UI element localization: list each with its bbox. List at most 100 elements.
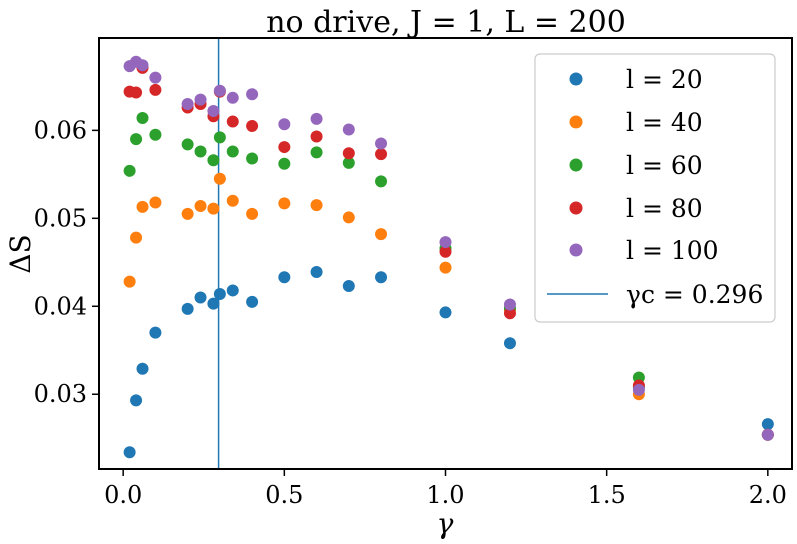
point-series-2-3	[136, 200, 149, 213]
legend: l = 20 l = 40 l = 60 l = 80 l = 100 γc = 0.29…	[534, 53, 776, 323]
point-series-1-12	[310, 265, 323, 278]
point-series-4-10	[246, 119, 259, 132]
point-series-1-5	[181, 302, 194, 315]
point-series-3-6	[194, 145, 207, 158]
point-series-1-10	[246, 295, 259, 308]
point-series-2-9	[226, 194, 239, 207]
plot-area	[123, 38, 774, 469]
point-series-3-10	[246, 152, 259, 165]
point-series-2-15	[439, 261, 452, 274]
point-series-3-2	[130, 133, 143, 146]
legend-marker-3	[569, 158, 583, 172]
point-series-5-15	[439, 236, 452, 249]
point-series-1-6	[194, 291, 207, 304]
chart-title: no drive, J = 1, L = 200	[266, 5, 626, 40]
point-series-2-1	[123, 275, 136, 288]
point-series-3-13	[342, 156, 355, 169]
point-series-2-12	[310, 199, 323, 212]
point-series-1-9	[226, 284, 239, 297]
point-series-1-11	[278, 271, 291, 284]
point-series-3-12	[310, 146, 323, 159]
point-series-1-1	[123, 446, 136, 459]
axis-ticks: 0.0 0.5 1.0 1.5 2.0 0.03 0.04 0.05 0.06	[34, 116, 787, 509]
legend-marker-4	[569, 201, 583, 215]
point-series-3-7	[207, 154, 220, 167]
point-series-2-7	[207, 202, 220, 215]
point-series-5-13	[342, 123, 355, 136]
point-series-2-10	[246, 207, 259, 220]
point-series-2-11	[278, 197, 291, 210]
point-series-1-3	[136, 362, 149, 375]
legend-marker-2	[569, 115, 583, 129]
legend-label-4: l = 80	[626, 194, 703, 223]
point-series-1-14	[375, 271, 388, 284]
x-tick-label: 0.5	[265, 481, 303, 509]
point-series-1-8	[213, 287, 226, 300]
point-series-4-16	[503, 307, 516, 320]
x-tick-label: 2.0	[749, 481, 787, 509]
point-series-4-11	[278, 141, 291, 154]
point-series-3-4	[149, 128, 162, 141]
point-series-4-15	[439, 245, 452, 258]
point-series-1-4	[149, 326, 162, 339]
point-series-5-8	[213, 84, 226, 97]
x-tick-label: 1.5	[588, 481, 626, 509]
point-series-1-13	[342, 280, 355, 293]
point-series-2-6	[194, 200, 207, 213]
point-series-5-7	[207, 105, 220, 118]
legend-marker-5	[569, 243, 583, 257]
legend-label-3: l = 60	[626, 151, 703, 180]
point-series-3-8	[213, 131, 226, 144]
point-series-4-14	[375, 148, 388, 161]
point-series-2-14	[375, 228, 388, 241]
point-series-5-6	[194, 93, 207, 106]
point-series-3-11	[278, 157, 291, 170]
x-tick-label: 0.0	[104, 481, 142, 509]
legend-label-2: l = 40	[626, 108, 703, 137]
point-series-4-13	[342, 147, 355, 160]
point-series-5-16	[503, 298, 516, 311]
y-tick-label: 0.05	[34, 204, 87, 232]
point-series-5-17	[632, 383, 645, 396]
y-tick-label: 0.04	[34, 292, 87, 320]
y-tick-label: 0.06	[34, 116, 87, 144]
point-series-4-2	[130, 86, 143, 99]
point-series-5-4	[149, 71, 162, 84]
legend-label-critical: γc = 0.296	[626, 280, 763, 309]
x-tick-label: 1.0	[426, 481, 464, 509]
legend-label-5: l = 100	[626, 236, 719, 265]
point-series-1-2	[130, 394, 143, 407]
point-series-4-12	[310, 130, 323, 143]
point-series-5-12	[310, 112, 323, 125]
point-series-5-3	[136, 59, 149, 72]
point-series-3-5	[181, 138, 194, 151]
point-series-2-2	[130, 231, 143, 244]
point-series-1-7	[207, 297, 220, 310]
point-series-3-14	[375, 175, 388, 188]
point-series-4-4	[149, 83, 162, 96]
point-series-5-11	[278, 118, 291, 131]
y-axis-label: ΔS	[4, 234, 37, 273]
point-series-1-18	[761, 418, 774, 431]
point-series-1-15	[439, 306, 452, 319]
point-series-4-9	[226, 115, 239, 128]
point-series-3-3	[136, 112, 149, 125]
point-series-5-14	[375, 137, 388, 150]
point-series-2-4	[149, 196, 162, 209]
legend-marker-1	[569, 72, 583, 86]
point-series-2-13	[342, 211, 355, 224]
point-series-5-18	[761, 428, 774, 441]
point-series-2-8	[213, 172, 226, 185]
x-axis-label: γ	[437, 507, 454, 540]
point-series-1-16	[503, 337, 516, 350]
point-series-5-9	[226, 91, 239, 104]
point-series-2-5	[181, 207, 194, 220]
legend-frame	[534, 53, 776, 323]
point-series-3-1	[123, 164, 136, 177]
y-tick-label: 0.03	[34, 380, 87, 408]
point-series-5-10	[246, 88, 259, 101]
point-series-3-9	[226, 145, 239, 158]
point-series-5-5	[181, 97, 194, 110]
legend-label-1: l = 20	[626, 65, 703, 94]
